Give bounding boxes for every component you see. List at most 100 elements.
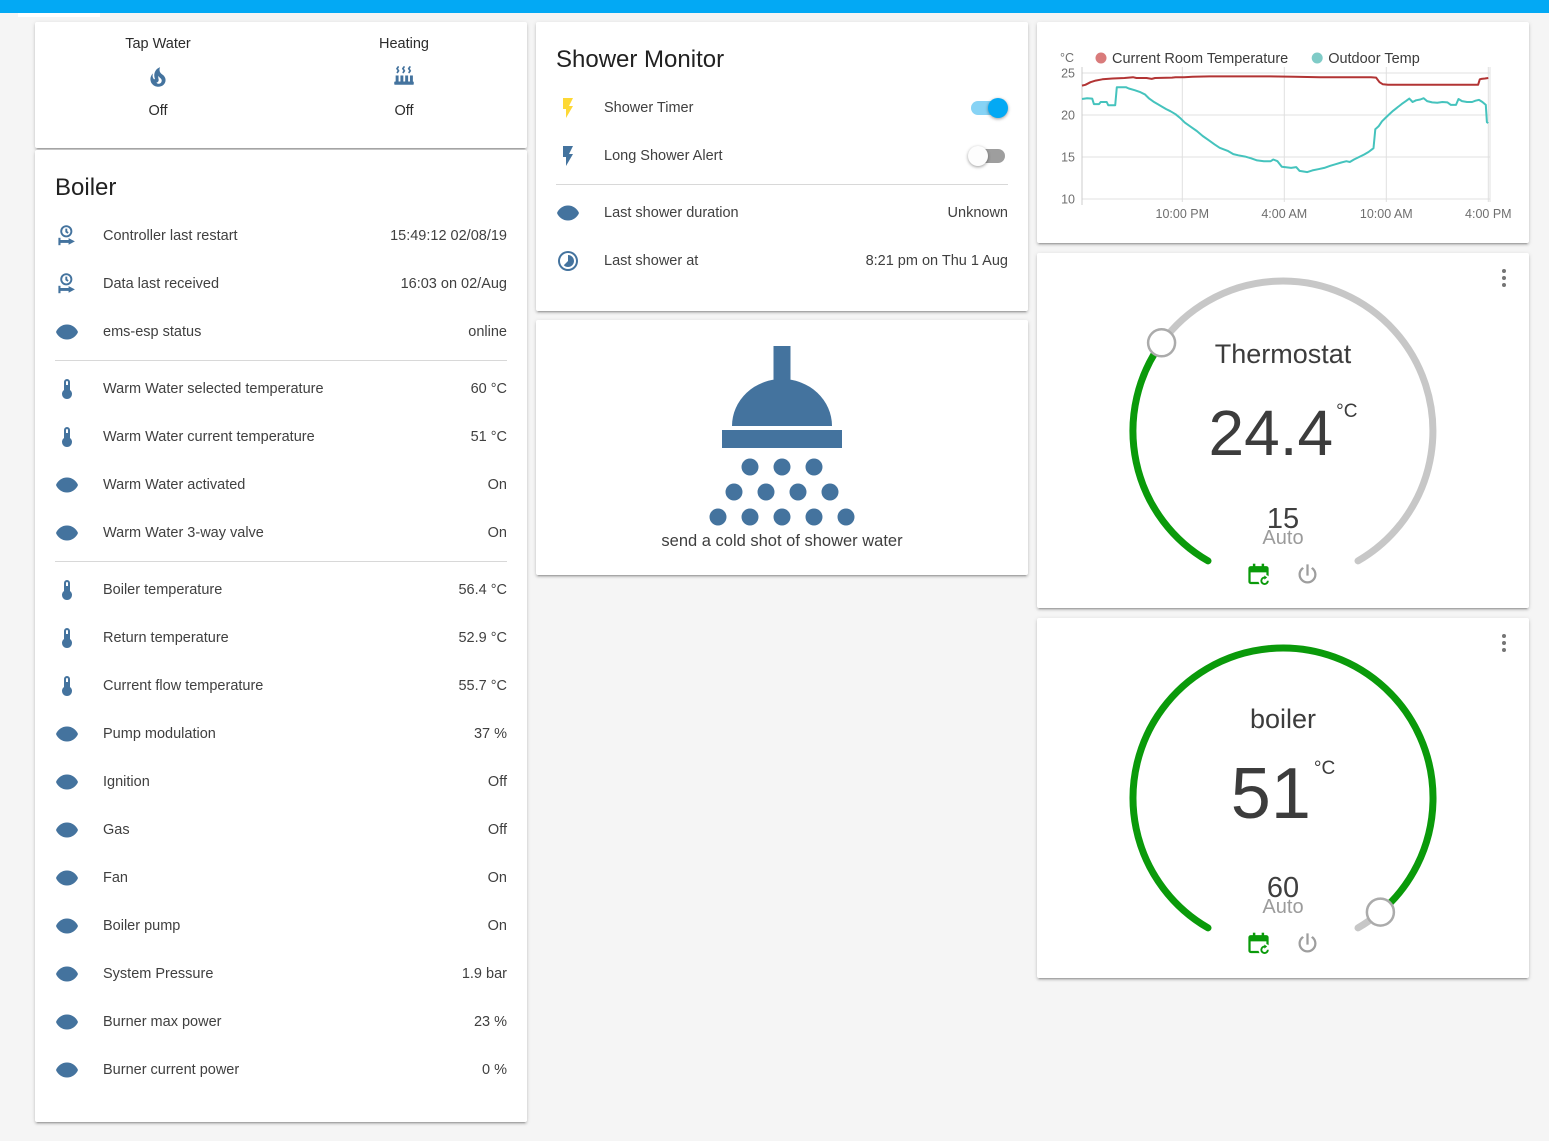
entity-row[interactable]: System Pressure 1.9 bar xyxy=(35,950,527,998)
boiler-entities-card: Boiler Controller last restart 15:49:12 0… xyxy=(35,150,527,1122)
entity-rows: Last shower duration Unknown Last shower a… xyxy=(536,189,1028,285)
svg-text:25: 25 xyxy=(1061,67,1075,81)
more-options-menu[interactable] xyxy=(1497,267,1511,289)
app-header-bar xyxy=(0,0,1549,13)
entity-row[interactable]: Warm Water current temperature 51 °C xyxy=(35,413,527,461)
entity-label: Pump modulation xyxy=(103,726,216,742)
entity-value: 52.9 °C xyxy=(458,630,507,646)
entity-label: System Pressure xyxy=(103,966,214,982)
entity-row[interactable]: Controller last restart 15:49:12 02/08/19 xyxy=(35,212,527,260)
shower-action-label: send a cold shot of shower water xyxy=(661,532,903,550)
entity-row[interactable]: Boiler temperature 56.4 °C xyxy=(35,566,527,614)
eye-icon xyxy=(55,866,79,890)
entity-row[interactable]: Fan On xyxy=(35,854,527,902)
boiler-gauge-card: boiler 51 °C 60 Auto xyxy=(1037,618,1529,978)
entity-value: 0 % xyxy=(482,1062,507,1078)
toggle-switch[interactable] xyxy=(968,98,1008,118)
entity-row[interactable]: Warm Water 3-way valve On xyxy=(35,509,527,557)
entity-value: online xyxy=(468,324,507,340)
svg-text:°C: °C xyxy=(1060,51,1074,65)
entity-label: Warm Water selected temperature xyxy=(103,381,324,397)
entity-label: Burner current power xyxy=(103,1062,240,1078)
entity-value: Off xyxy=(487,774,507,790)
more-options-menu[interactable] xyxy=(1497,632,1511,654)
eye-icon xyxy=(55,1010,79,1034)
entity-row: Long Shower Alert xyxy=(536,132,1028,180)
fire-icon xyxy=(35,64,281,92)
history-graph-card: 25 20 15 10 10:00 PM 4:00 AM 10:00 AM 4:00 PM °C… xyxy=(1037,22,1529,243)
entity-label: Warm Water current temperature xyxy=(103,429,315,445)
entity-row[interactable]: Warm Water activated On xyxy=(35,461,527,509)
card-title: Boiler xyxy=(55,174,117,201)
entity-row[interactable]: Return temperature 52.9 °C xyxy=(35,614,527,662)
power-icon[interactable] xyxy=(1294,930,1321,957)
entity-row: Shower Timer xyxy=(536,84,1028,132)
glance-item[interactable]: Tap Water Off xyxy=(35,36,281,119)
entity-row[interactable]: Gas Off xyxy=(35,806,527,854)
entity-label: Warm Water 3-way valve xyxy=(103,525,264,541)
calendar-sync-icon[interactable] xyxy=(1245,561,1272,588)
entity-row[interactable]: Pump modulation 37 % xyxy=(35,710,527,758)
thermometer-icon xyxy=(55,626,79,650)
entity-value: 23 % xyxy=(473,1014,507,1030)
glance-row: Tap Water Off Heating Off xyxy=(35,22,527,119)
entity-label: Boiler pump xyxy=(103,918,181,934)
svg-text:15: 15 xyxy=(1061,151,1075,165)
radiator-icon xyxy=(281,64,527,92)
toggle-rows: Shower Timer Long Shower Alert xyxy=(536,84,1028,180)
eye-icon xyxy=(55,320,79,344)
current-temperature: 51 °C xyxy=(1230,754,1336,834)
hvac-mode: Auto xyxy=(1262,896,1304,918)
eye-icon xyxy=(55,521,79,545)
eye-icon xyxy=(556,201,580,225)
entity-value: 37 % xyxy=(473,726,507,742)
entity-value: Unknown xyxy=(947,205,1008,221)
entity-row[interactable]: Ignition Off xyxy=(35,758,527,806)
entity-label: Last shower at xyxy=(604,253,699,269)
mode-buttons xyxy=(1037,930,1529,957)
entity-row[interactable]: Burner current power 0 % xyxy=(35,1046,527,1094)
flash-icon xyxy=(556,144,580,168)
entity-label: Burner max power xyxy=(103,1014,222,1030)
thermometer-icon xyxy=(55,377,79,401)
entity-value: On xyxy=(487,525,507,541)
mode-buttons xyxy=(1037,561,1529,588)
toggle-switch[interactable] xyxy=(968,146,1008,166)
active-tab-indicator[interactable] xyxy=(18,13,100,17)
entity-row[interactable]: Last shower duration Unknown xyxy=(536,189,1028,237)
svg-text:20: 20 xyxy=(1061,109,1075,123)
entity-row[interactable]: Warm Water selected temperature 60 °C xyxy=(35,365,527,413)
clock-icon xyxy=(556,249,580,273)
power-icon[interactable] xyxy=(1294,561,1321,588)
entity-row[interactable]: ems-esp status online xyxy=(35,308,527,356)
flash-icon xyxy=(556,96,580,120)
thermostat-card: Thermostat 24.4 °C 15 Auto xyxy=(1037,253,1529,608)
eye-icon xyxy=(55,914,79,938)
entity-row[interactable]: Last shower at 8:21 pm on Thu 1 Aug xyxy=(536,237,1028,285)
entity-row[interactable]: Current flow temperature 55.7 °C xyxy=(35,662,527,710)
entity-label: Long Shower Alert xyxy=(604,148,723,164)
glance-item[interactable]: Heating Off xyxy=(281,36,527,119)
thermostat-slider[interactable] xyxy=(1037,253,1529,608)
clock-start-icon xyxy=(55,224,79,248)
card-title: Shower Monitor xyxy=(556,46,725,73)
shower-action-button[interactable]: send a cold shot of shower water xyxy=(536,320,1028,575)
entity-row[interactable]: Data last received 16:03 on 02/Aug xyxy=(35,260,527,308)
boiler-slider[interactable] xyxy=(1037,618,1529,978)
eye-icon xyxy=(55,1058,79,1082)
hvac-mode: Auto xyxy=(1262,527,1304,549)
divider xyxy=(556,184,1008,185)
entity-row[interactable]: Boiler pump On xyxy=(35,902,527,950)
entity-label: Ignition xyxy=(103,774,150,790)
eye-icon xyxy=(55,818,79,842)
target-temperature: 60 xyxy=(1266,872,1300,904)
eye-icon xyxy=(55,722,79,746)
eye-icon xyxy=(55,770,79,794)
svg-text:10:00 PM: 10:00 PM xyxy=(1156,207,1210,221)
calendar-sync-icon[interactable] xyxy=(1245,930,1272,957)
entity-row[interactable]: Burner max power 23 % xyxy=(35,998,527,1046)
thermometer-icon xyxy=(55,674,79,698)
current-temperature: 24.4 °C xyxy=(1208,397,1358,469)
glance-state: Off xyxy=(394,103,414,119)
glance-card: Tap Water Off Heating Off xyxy=(35,22,527,148)
